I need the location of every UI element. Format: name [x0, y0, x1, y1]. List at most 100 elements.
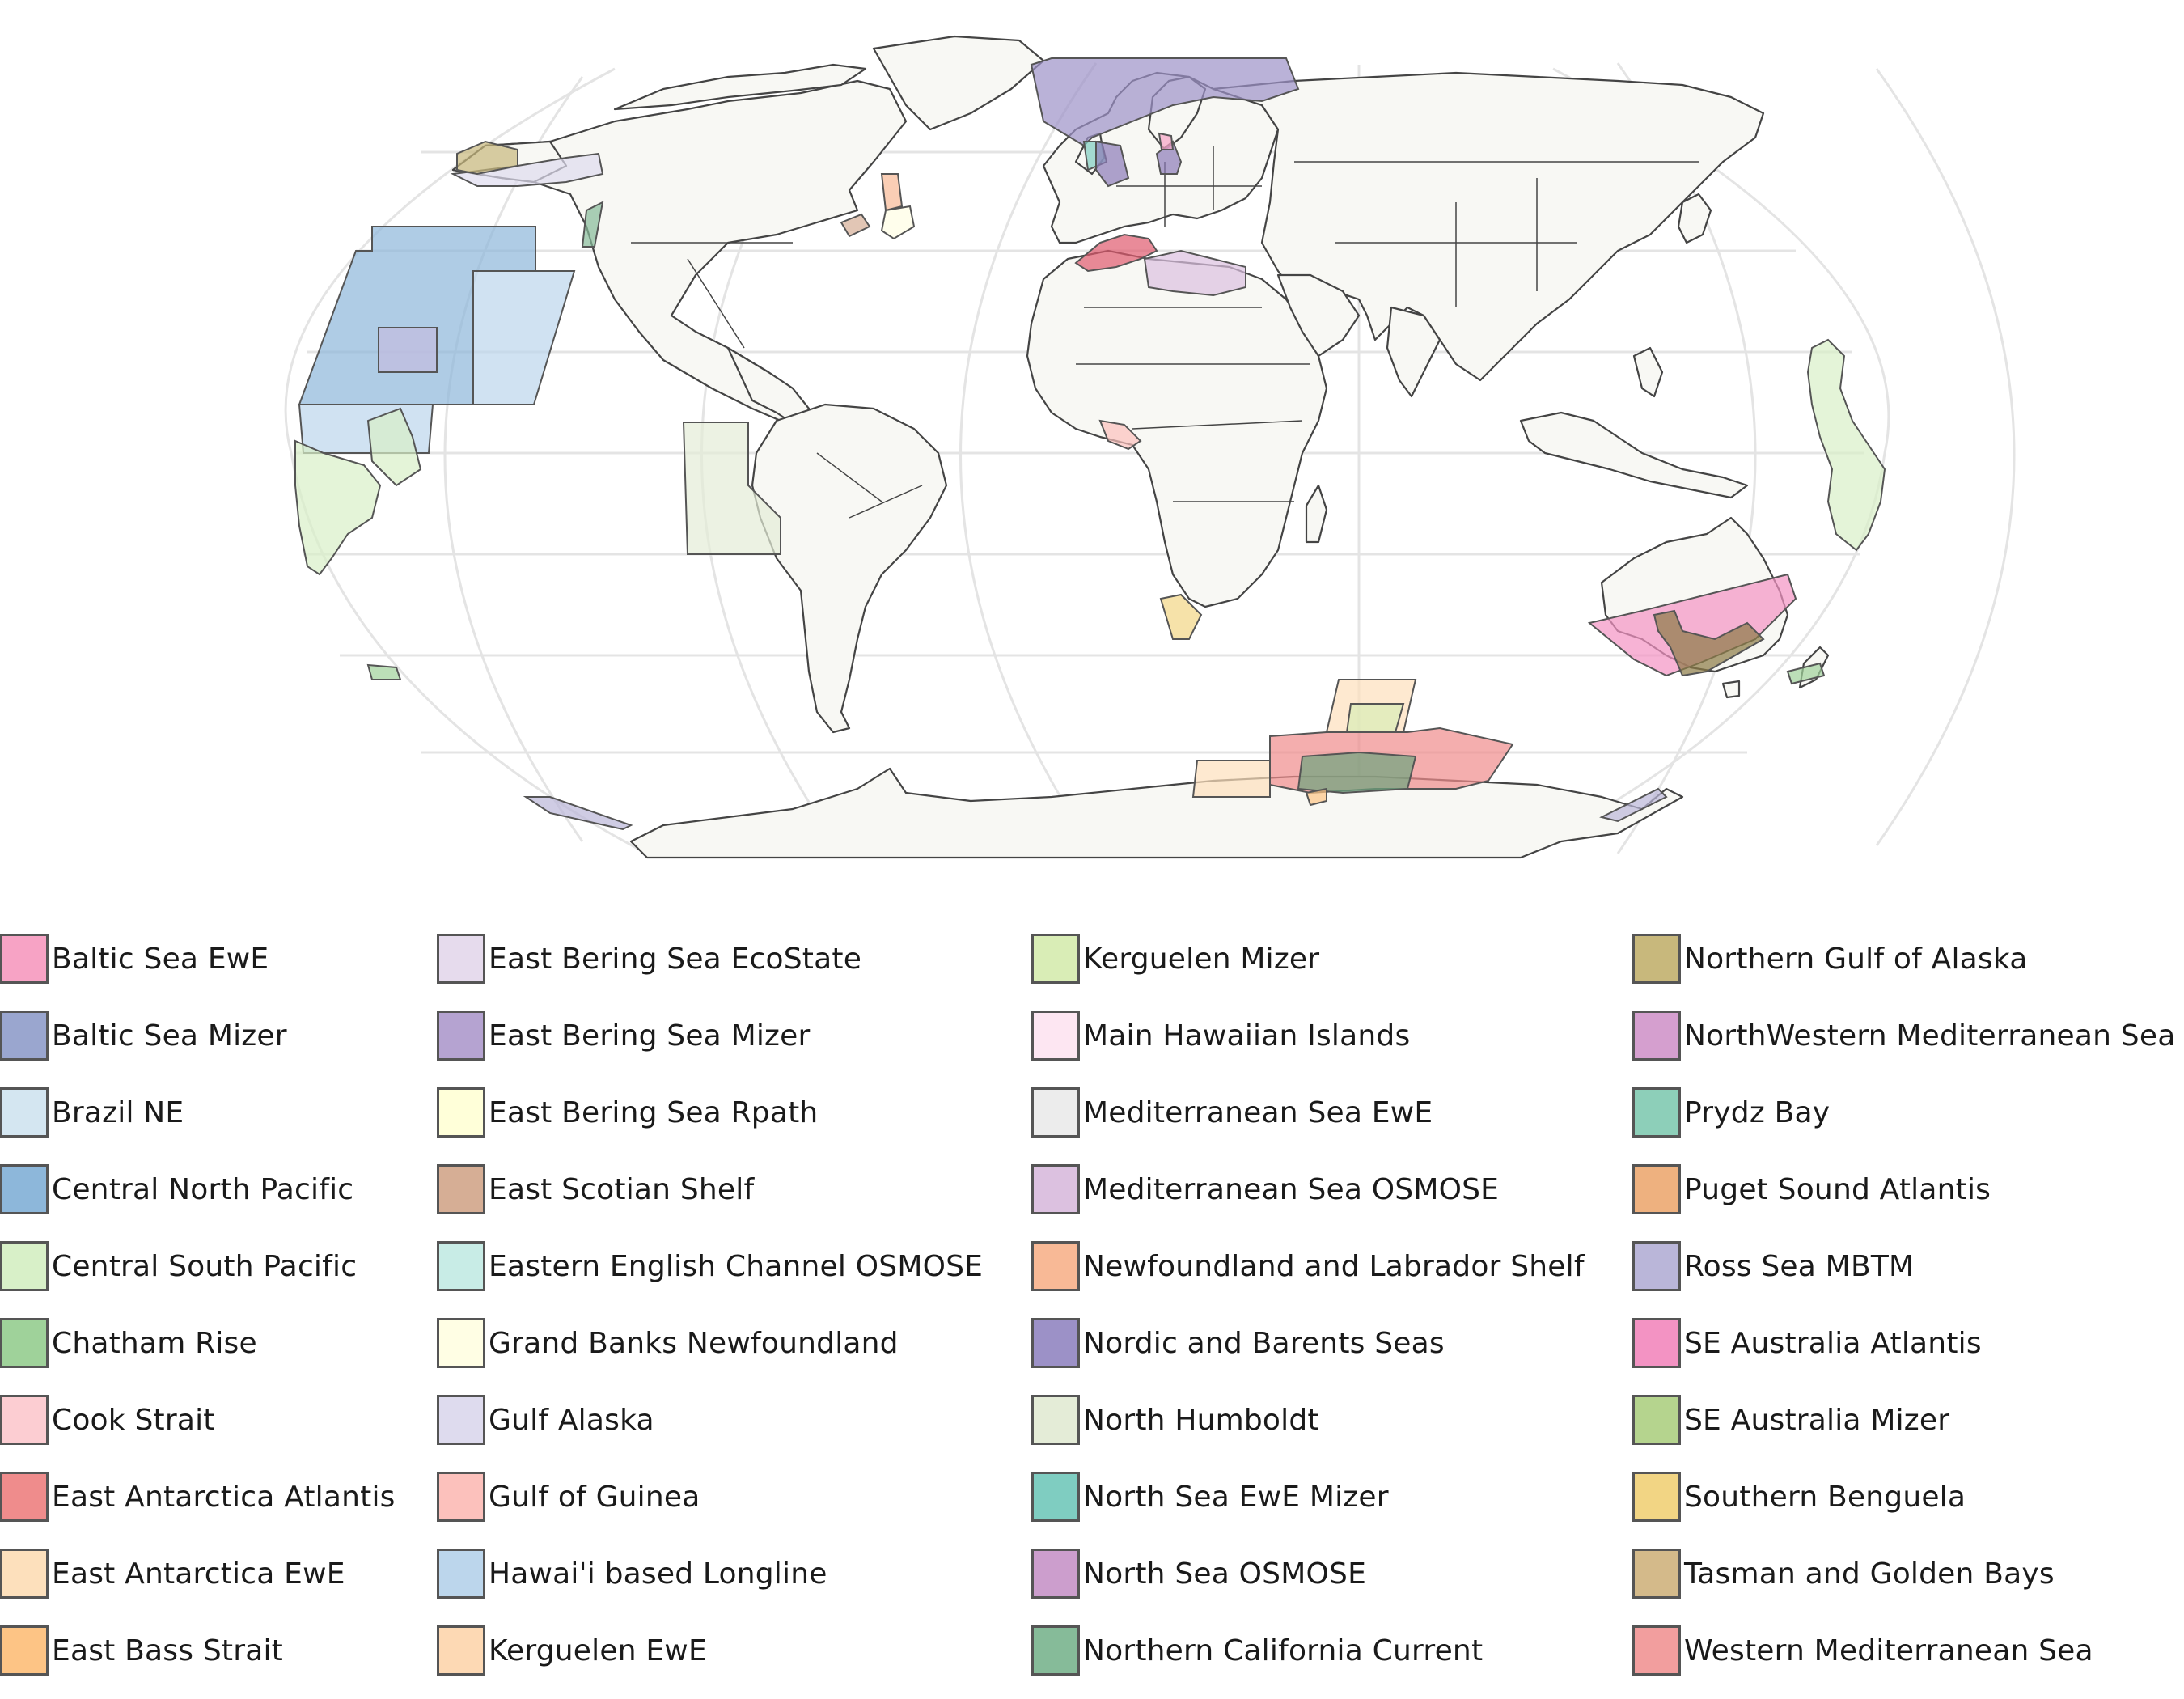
legend-swatch [437, 1318, 485, 1368]
legend-swatch [1031, 1549, 1080, 1599]
country-borders [631, 146, 1699, 519]
legend-item: East Bass Strait [0, 1622, 283, 1679]
legend-label: Mediterranean Sea EwE [1083, 1095, 1433, 1129]
legend-swatch [1031, 1625, 1080, 1676]
legend-label: Central South Pacific [52, 1249, 358, 1283]
legend-item: Mediterranean Sea EwE [1031, 1084, 1433, 1141]
legend-label: East Antarctica EwE [52, 1557, 345, 1591]
legend-label: Northern Gulf of Alaska [1684, 942, 2028, 976]
legend-label: Northern California Current [1083, 1633, 1484, 1667]
legend-item: Western Mediterranean Sea [1632, 1622, 2093, 1679]
greenland [872, 35, 1045, 131]
legend-swatch [1031, 1087, 1080, 1138]
legend-item: Mediterranean Sea OSMOSE [1031, 1161, 1499, 1218]
legend-label: North Humboldt [1083, 1403, 1319, 1437]
legend-label: East Scotian Shelf [489, 1172, 755, 1206]
legend-label: Kerguelen Mizer [1083, 942, 1320, 976]
legend-item: Brazil NE [0, 1084, 184, 1141]
legend-swatch [437, 1395, 485, 1445]
legend-swatch [437, 1087, 485, 1138]
graticule-meridian [443, 76, 584, 842]
region-southern-benguela [1159, 593, 1203, 640]
legend-label: Hawai'i based Longline [489, 1557, 827, 1591]
legend-item: North Sea OSMOSE [1031, 1545, 1366, 1602]
legend-item: Cook Strait [0, 1392, 215, 1448]
legend-swatch [1632, 934, 1681, 984]
legend-label: East Bering Sea EcoState [489, 942, 862, 976]
legend-label: Ross Sea MBTM [1684, 1249, 1915, 1283]
legend-item: East Scotian Shelf [437, 1161, 754, 1218]
legend-item: Hawai'i based Longline [437, 1545, 827, 1602]
legend-item: East Antarctica EwE [0, 1545, 345, 1602]
region-gulf-of-guinea [1098, 419, 1142, 451]
legend-swatch [1031, 934, 1080, 984]
legend-label: SE Australia Mizer [1684, 1403, 1950, 1437]
tasmania [1721, 680, 1741, 699]
region-ross-sea-1 [523, 796, 633, 831]
legend-item: Northern Gulf of Alaska [1632, 930, 2028, 987]
legend-label: Kerguelen EwE [489, 1633, 707, 1667]
region-nordic-barents [1030, 57, 1300, 147]
region-kerguelen-mizer [1345, 703, 1405, 733]
legend-swatch [437, 934, 485, 984]
world-map [284, 35, 2016, 859]
region-central-south-pacific-east [1806, 338, 1886, 552]
legend-label: East Bering Sea Mizer [489, 1019, 811, 1053]
legend-item: Grand Banks Newfoundland [437, 1315, 899, 1371]
legend-swatch [437, 1625, 485, 1676]
legend-label: Gulf of Guinea [489, 1480, 700, 1514]
legend-item: Gulf Alaska [437, 1392, 654, 1448]
legend-swatch [1031, 1318, 1080, 1368]
legend-swatch [1632, 1087, 1681, 1138]
legend-item: Main Hawaiian Islands [1031, 1007, 1410, 1064]
madagascar [1305, 484, 1328, 544]
legend-swatch [1031, 1164, 1080, 1214]
legend: Baltic Sea EwE Baltic Sea Mizer Brazil NE C… [0, 930, 2184, 1699]
legend-swatch [0, 1395, 49, 1445]
graticule-meridian [959, 62, 1098, 854]
legend-label: NorthWestern Mediterranean Sea [1684, 1019, 2176, 1053]
legend-label: Brazil NE [52, 1095, 184, 1129]
legend-swatch [0, 1164, 49, 1214]
region-western-mediterranean [1074, 233, 1158, 273]
region-se-australia-mizer [1786, 662, 1826, 685]
legend-swatch [1031, 1011, 1080, 1061]
legend-item: Puget Sound Atlantis [1632, 1161, 1991, 1218]
legend-swatch [437, 1164, 485, 1214]
legend-swatch [0, 934, 49, 984]
legend-item: Newfoundland and Labrador Shelf [1031, 1238, 1585, 1294]
legend-item: Gulf of Guinea [437, 1468, 700, 1525]
legend-label: Nordic and Barents Seas [1083, 1326, 1445, 1360]
legend-swatch [1031, 1472, 1080, 1522]
legend-item: Chatham Rise [0, 1315, 257, 1371]
legend-label: Main Hawaiian Islands [1083, 1019, 1411, 1053]
legend-swatch [0, 1087, 49, 1138]
legend-swatch [1632, 1625, 1681, 1676]
legend-swatch [437, 1549, 485, 1599]
region-northern-california-current [581, 201, 604, 248]
legend-label: Grand Banks Newfoundland [489, 1326, 899, 1360]
legend-swatch [1632, 1549, 1681, 1599]
region-gulf-alaska [450, 152, 604, 187]
legend-label: Central North Pacific [52, 1172, 354, 1206]
legend-label: Gulf Alaska [489, 1403, 654, 1437]
region-ross-sea-2 [1599, 787, 1668, 823]
region-se-australia-atlantis [1587, 573, 1797, 677]
world-map-svg [284, 35, 2016, 859]
region-tasman-golden-bays [1653, 609, 1765, 677]
legend-item: Southern Benguela [1632, 1468, 1966, 1525]
philippines [1632, 346, 1664, 398]
legend-swatch [1632, 1241, 1681, 1291]
legend-item: Baltic Sea EwE [0, 930, 269, 987]
arabia [1276, 273, 1361, 358]
legend-swatch [1632, 1472, 1681, 1522]
legend-swatch [437, 1011, 485, 1061]
model-regions [294, 57, 1886, 831]
legend-label: East Antarctica Atlantis [52, 1480, 396, 1514]
legend-label: East Bass Strait [52, 1633, 283, 1667]
region-grand-banks [880, 205, 916, 240]
legend-label: Chatham Rise [52, 1326, 257, 1360]
legend-label: Newfoundland and Labrador Shelf [1083, 1249, 1585, 1283]
region-northern-gulf-of-alaska [456, 140, 518, 176]
legend-swatch [1031, 1395, 1080, 1445]
